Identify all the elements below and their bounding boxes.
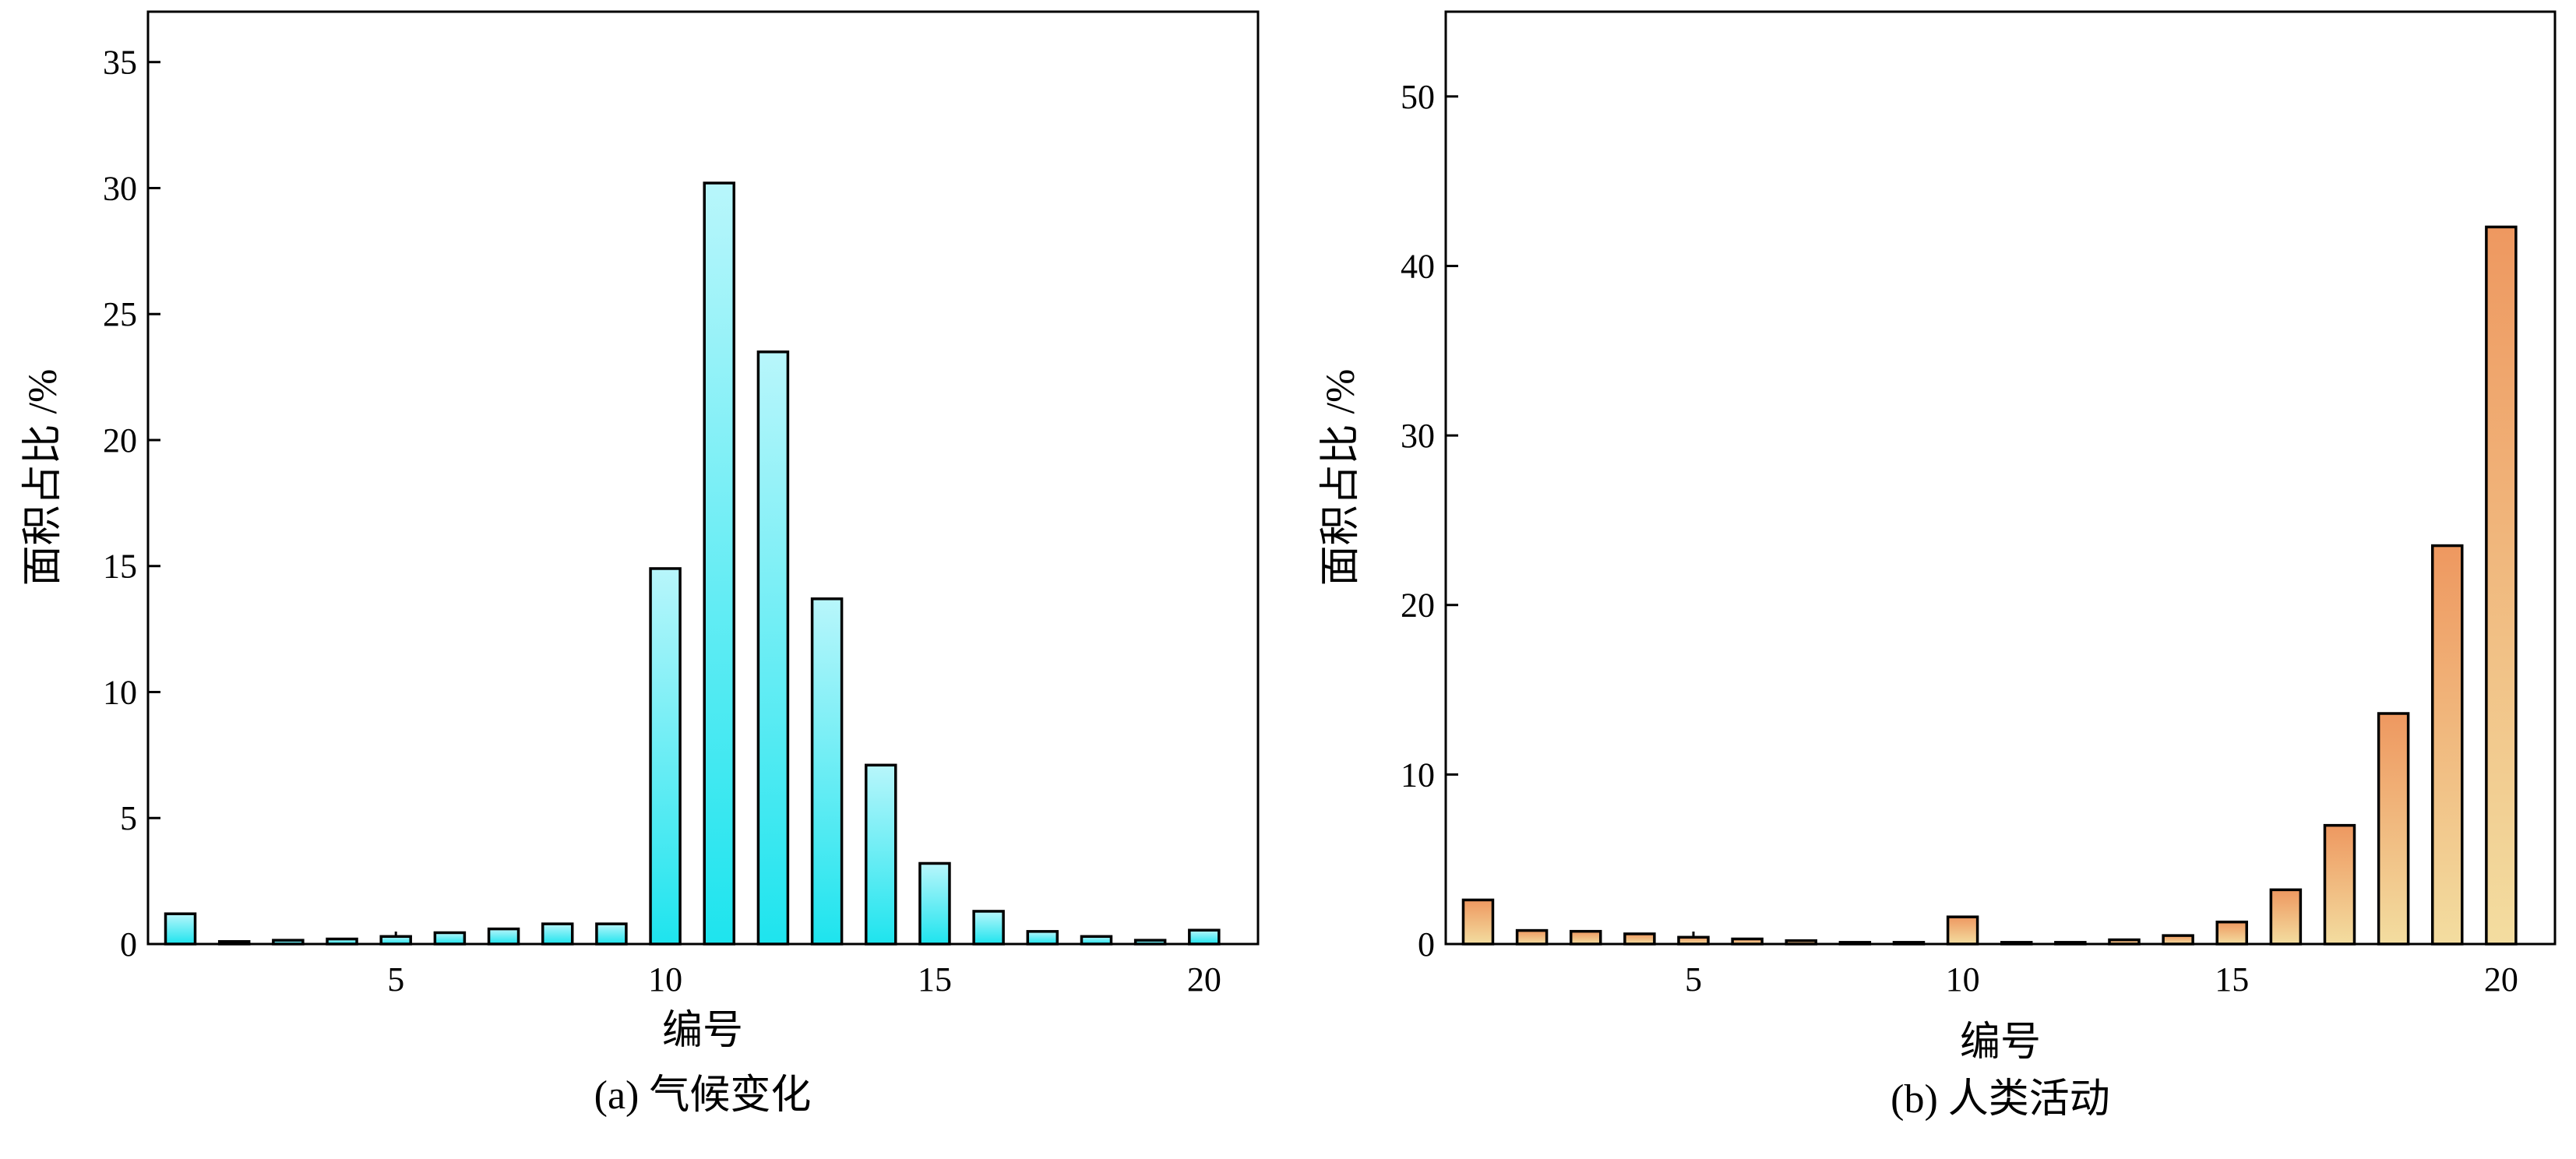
x-axis-title-b: 编号 <box>1960 1020 2041 1065</box>
x-axis-title-a: 编号 <box>662 1009 743 1053</box>
y-tick-label-a-5: 5 <box>120 799 137 837</box>
bar-b-17 <box>2323 823 2356 946</box>
bar-a-4 <box>326 937 358 946</box>
bar-b-11 <box>2000 941 2033 946</box>
y-tick-label-b-10: 10 <box>1401 756 1435 794</box>
chart-panel-a: 0 5 10 15 20 25 30 35 5 10 15 20 编号 面积占比 /% (a) 气候变… <box>21 10 1260 1118</box>
chart-panel-b: 0 10 20 30 40 50 5 10 15 20 编号 面积占比 /% (b) 人类活动 <box>1319 10 2557 1122</box>
axis-ticks-b: 0 10 20 30 40 50 5 10 15 20 <box>1401 78 2518 999</box>
caption-b: (b) 人类活动 <box>1891 1077 2110 1122</box>
x-tick-label-b-20: 20 <box>2484 960 2518 999</box>
bar-b-12 <box>2054 941 2087 946</box>
y-tick-label-b-30: 30 <box>1401 417 1435 455</box>
y-axis-title-a: 面积占比 /% <box>21 369 65 587</box>
bar-b-2 <box>1515 928 1549 946</box>
bar-b-8 <box>1838 941 1872 946</box>
caption-a: (a) 气候变化 <box>594 1073 812 1118</box>
y-tick-label-b-0: 0 <box>1418 925 1435 963</box>
bar-a-15 <box>918 861 951 946</box>
bar-a-16 <box>972 910 1005 946</box>
bar-b-19 <box>2430 544 2464 946</box>
bar-b-4 <box>1623 932 1656 946</box>
bar-b-16 <box>2269 888 2303 946</box>
y-tick-label-a-10: 10 <box>103 673 137 711</box>
bar-b-10 <box>1946 915 1979 946</box>
bar-b-7 <box>1785 939 1817 946</box>
y-tick-label-a-20: 20 <box>103 421 137 460</box>
bar-a-14 <box>865 763 897 946</box>
bar-b-1 <box>1461 898 1495 946</box>
bar-b-18 <box>2377 712 2410 946</box>
y-tick-label-b-40: 40 <box>1401 247 1435 285</box>
x-tick-label-b-15: 15 <box>2215 960 2249 999</box>
y-tick-label-a-15: 15 <box>103 548 137 586</box>
y-tick-label-a-35: 35 <box>103 44 137 82</box>
bar-a-11 <box>703 181 736 946</box>
y-tick-label-b-50: 50 <box>1401 78 1435 116</box>
bar-a-9 <box>595 922 628 946</box>
bar-a-7 <box>487 927 520 946</box>
plot-frame-a <box>146 10 1260 946</box>
x-tick-label-a-20: 20 <box>1187 960 1221 999</box>
bar-b-14 <box>2162 934 2194 946</box>
bar-a-10 <box>649 567 682 946</box>
x-tick-label-a-10: 10 <box>648 960 682 999</box>
bar-a-8 <box>541 922 574 946</box>
bar-b-6 <box>1731 937 1764 946</box>
x-tick-label-b-5: 5 <box>1685 960 1702 999</box>
bar-a-13 <box>810 597 844 946</box>
bar-a-12 <box>756 350 790 946</box>
x-tick-label-a-5: 5 <box>387 960 404 999</box>
y-tick-label-a-0: 0 <box>120 925 137 963</box>
bar-a-3 <box>272 939 305 946</box>
y-tick-label-b-20: 20 <box>1401 587 1435 625</box>
bar-a-5 <box>379 935 412 946</box>
y-tick-label-a-25: 25 <box>103 295 137 333</box>
y-tick-label-a-30: 30 <box>103 169 137 207</box>
bar-b-15 <box>2215 920 2248 946</box>
bar-b-9 <box>1892 941 1926 946</box>
bar-b-5 <box>1677 935 1710 946</box>
bar-a-1 <box>164 912 197 946</box>
bar-a-17 <box>1026 930 1059 946</box>
x-tick-label-a-15: 15 <box>918 960 952 999</box>
bar-a-20 <box>1188 928 1221 946</box>
axis-ticks-a: 0 5 10 15 20 25 30 35 5 10 15 20 <box>103 44 1221 999</box>
bar-b-20 <box>2485 225 2518 946</box>
bar-a-6 <box>433 931 467 946</box>
bar-a-18 <box>1080 935 1113 946</box>
bars-a <box>164 181 1221 946</box>
x-tick-label-b-10: 10 <box>1946 960 1980 999</box>
y-axis-title-b: 面积占比 /% <box>1319 369 1363 587</box>
bars-b <box>1461 225 2518 946</box>
bar-b-3 <box>1569 929 1602 946</box>
bar-b-13 <box>2108 938 2141 946</box>
bar-a-2 <box>217 940 251 946</box>
bar-a-19 <box>1133 939 1167 946</box>
